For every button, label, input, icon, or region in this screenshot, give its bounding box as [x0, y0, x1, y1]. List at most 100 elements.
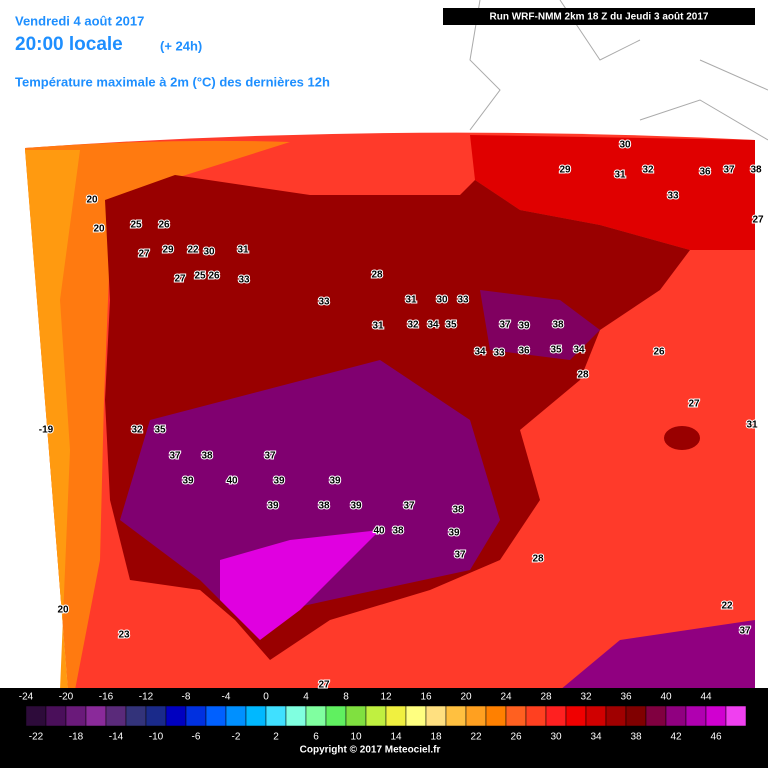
temperature-label: 27 — [138, 249, 150, 260]
temperature-label: 33 — [238, 275, 250, 286]
temperature-label: 35 — [154, 425, 166, 436]
legend-swatch — [325, 705, 347, 727]
legend-swatch — [65, 705, 87, 727]
temperature-label: 28 — [577, 370, 589, 381]
temperature-label: 37 — [739, 626, 751, 637]
temperature-label: 20 — [93, 224, 105, 235]
temperature-label: 30 — [619, 140, 631, 151]
temperature-label: 35 — [550, 345, 562, 356]
legend-swatch — [385, 705, 407, 727]
legend-top-label: -16 — [99, 692, 114, 703]
legend-top-label: 28 — [540, 692, 552, 703]
legend-swatch — [725, 705, 747, 727]
temperature-label: 39 — [448, 528, 460, 539]
temperature-label: 34 — [474, 347, 486, 358]
legend-bottom-label: 6 — [313, 732, 319, 743]
legend-top-label: -24 — [19, 692, 34, 703]
ebro-zone — [480, 290, 600, 360]
legend-bottom-label: 38 — [630, 732, 642, 743]
legend-bottom-label: -22 — [29, 732, 44, 743]
legend-top-label: -12 — [139, 692, 154, 703]
legend-bottom-label: 46 — [710, 732, 722, 743]
legend-swatch — [165, 705, 187, 727]
temperature-label: 26 — [158, 220, 170, 231]
legend-swatch — [285, 705, 307, 727]
temperature-label: 39 — [329, 476, 341, 487]
temperature-label: 27 — [174, 274, 186, 285]
legend-swatch — [405, 705, 427, 727]
temperature-label: 38 — [318, 501, 330, 512]
temperature-label: 37 — [264, 451, 276, 462]
temperature-label: 31 — [746, 420, 758, 431]
legend-top-label: 32 — [580, 692, 592, 703]
legend-bottom-label: 14 — [390, 732, 402, 743]
legend-top-label: 12 — [380, 692, 392, 703]
temperature-label: 28 — [371, 270, 383, 281]
temperature-label: 38 — [201, 451, 213, 462]
temperature-label: 31 — [614, 170, 626, 181]
legend-bottom-label: 22 — [470, 732, 482, 743]
legend-bottom-label: 42 — [670, 732, 682, 743]
temperature-label: 29 — [559, 165, 571, 176]
legend-swatch — [545, 705, 567, 727]
legend-swatch — [305, 705, 327, 727]
temperature-label: 27 — [318, 680, 330, 691]
balearic — [664, 426, 700, 450]
legend-swatch — [625, 705, 647, 727]
temperature-label: 31 — [372, 321, 384, 332]
parameter: Température maximale à 2m (°C) des derni… — [15, 74, 330, 89]
legend-swatch — [225, 705, 247, 727]
legend-swatch — [665, 705, 687, 727]
temperature-label: 37 — [403, 501, 415, 512]
legend-bottom-label: 10 — [350, 732, 362, 743]
legend-bottom-label: -6 — [192, 732, 201, 743]
legend-top-label: 0 — [263, 692, 269, 703]
temperature-label: 40 — [226, 476, 238, 487]
legend-swatch — [345, 705, 367, 727]
temperature-label: 33 — [493, 348, 505, 359]
hottest-zone — [220, 530, 380, 640]
country-border — [469, 0, 768, 141]
legend-bottom-label: 34 — [590, 732, 602, 743]
temperature-label: 32 — [407, 320, 419, 331]
temperature-label: 32 — [131, 425, 143, 436]
legend-top-label: 20 — [460, 692, 472, 703]
temperature-label: 35 — [445, 320, 457, 331]
legend-bottom-label: -14 — [109, 732, 124, 743]
legend-swatch — [205, 705, 227, 727]
legend-swatch — [445, 705, 467, 727]
legend-swatch — [485, 705, 507, 727]
legend-swatch — [685, 705, 707, 727]
legend-swatch — [105, 705, 127, 727]
temperature-label: 34 — [573, 345, 585, 356]
legend-swatch — [25, 705, 47, 727]
date: Vendredi 4 août 2017 — [15, 13, 144, 28]
legend-top-label: -20 — [59, 692, 74, 703]
temperature-label: 39 — [518, 321, 530, 332]
temperature-label: 33 — [457, 295, 469, 306]
legend-bottom-label: -2 — [232, 732, 241, 743]
temperature-label: 30 — [436, 295, 448, 306]
legend-top-label: 16 — [420, 692, 432, 703]
temperature-label: 32 — [642, 165, 654, 176]
temperature-label: 39 — [267, 501, 279, 512]
legend-swatch — [125, 705, 147, 727]
africa-zone — [560, 620, 755, 690]
legend-top-label: 4 — [303, 692, 309, 703]
legend-bottom-label: 26 — [510, 732, 522, 743]
temperature-label: 34 — [427, 320, 439, 331]
temperature-label: 27 — [752, 215, 764, 226]
run-info: Run WRF-NMM 2km 18 Z du Jeudi 3 août 201… — [490, 12, 709, 23]
temperature-label: 37 — [723, 165, 735, 176]
legend-swatch — [565, 705, 587, 727]
temperature-label: 36 — [699, 167, 711, 178]
france-zone — [470, 135, 755, 250]
legend-background — [0, 688, 768, 768]
legend-bottom-label: 30 — [550, 732, 562, 743]
temperature-label: 38 — [552, 320, 564, 331]
temperature-label: 28 — [532, 554, 544, 565]
legend-swatch — [525, 705, 547, 727]
run-box — [443, 8, 755, 25]
